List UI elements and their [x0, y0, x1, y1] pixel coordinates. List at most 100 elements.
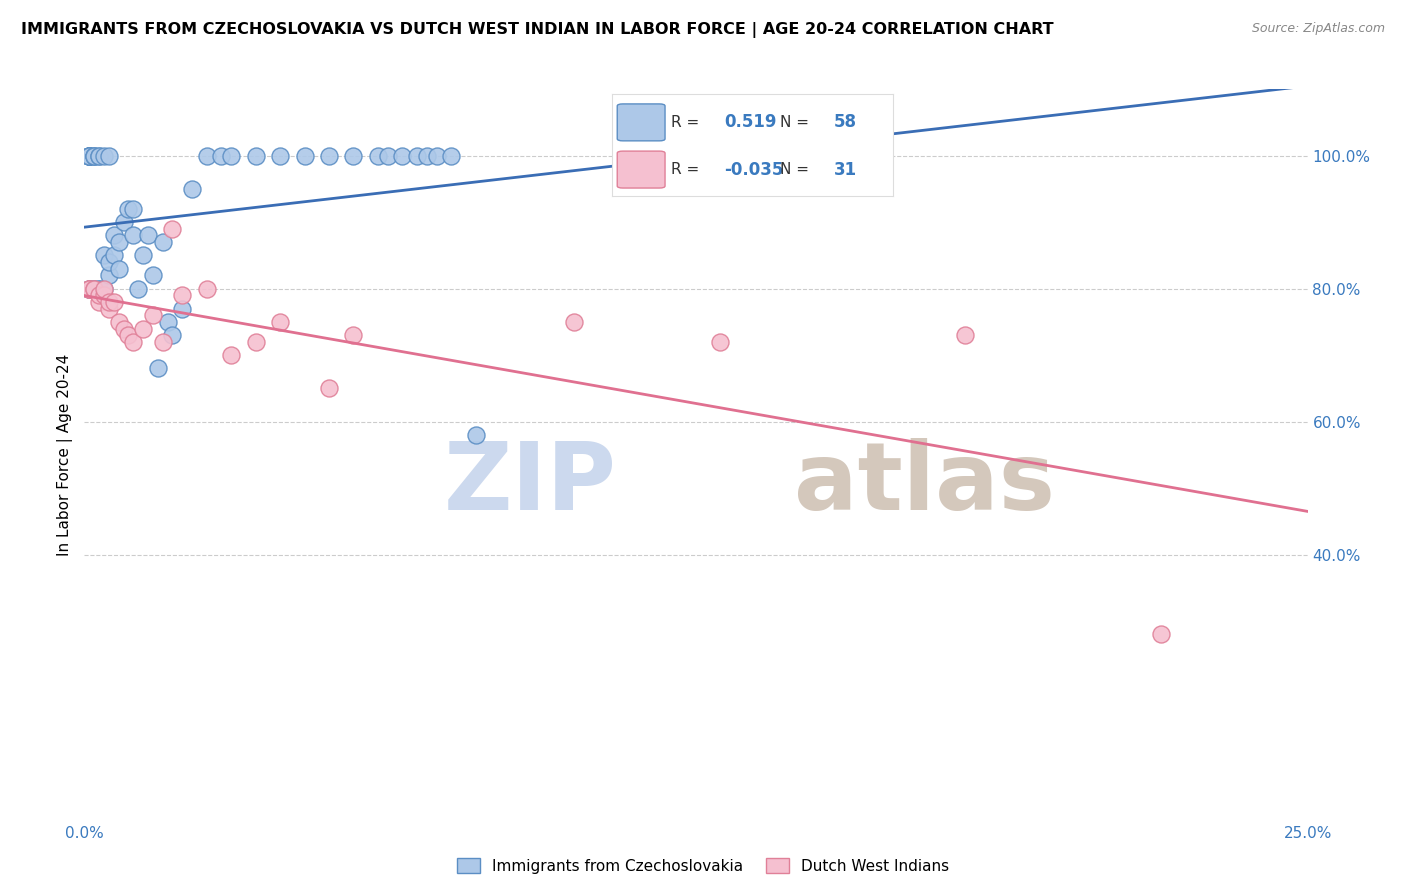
- Point: [77, 282, 100, 296]
- Point: [406, 149, 429, 163]
- Point: [112, 215, 135, 229]
- Text: atlas: atlas: [794, 438, 1054, 530]
- Point: [127, 282, 149, 296]
- Point: [77, 149, 100, 163]
- Legend: Immigrants from Czechoslovakia, Dutch West Indians: Immigrants from Czechoslovakia, Dutch We…: [451, 852, 955, 880]
- Point: [318, 149, 340, 163]
- Text: N =: N =: [780, 115, 814, 130]
- Point: [132, 248, 155, 262]
- Point: [269, 315, 291, 329]
- FancyBboxPatch shape: [617, 151, 665, 188]
- Point: [391, 149, 413, 163]
- Point: [122, 334, 145, 349]
- Point: [152, 235, 174, 249]
- Point: [77, 282, 100, 296]
- Text: 58: 58: [834, 113, 856, 131]
- Point: [142, 308, 165, 322]
- Point: [245, 334, 267, 349]
- Text: IMMIGRANTS FROM CZECHOSLOVAKIA VS DUTCH WEST INDIAN IN LABOR FORCE | AGE 20-24 C: IMMIGRANTS FROM CZECHOSLOVAKIA VS DUTCH …: [21, 22, 1053, 38]
- Text: R =: R =: [671, 115, 704, 130]
- Point: [93, 282, 115, 296]
- Point: [122, 202, 145, 216]
- Point: [195, 149, 218, 163]
- Point: [367, 149, 389, 163]
- Point: [181, 182, 204, 196]
- Point: [117, 202, 139, 216]
- Point: [209, 149, 232, 163]
- Point: [97, 301, 120, 316]
- Text: Source: ZipAtlas.com: Source: ZipAtlas.com: [1251, 22, 1385, 36]
- Point: [172, 301, 194, 316]
- Point: [83, 282, 105, 296]
- Point: [103, 248, 125, 262]
- Point: [77, 149, 100, 163]
- Point: [1150, 627, 1173, 641]
- Point: [87, 288, 110, 302]
- Point: [107, 235, 129, 249]
- Text: R =: R =: [671, 162, 704, 178]
- Y-axis label: In Labor Force | Age 20-24: In Labor Force | Age 20-24: [58, 354, 73, 556]
- Point: [172, 288, 194, 302]
- Point: [93, 248, 115, 262]
- Point: [103, 295, 125, 310]
- Point: [87, 149, 110, 163]
- Point: [107, 315, 129, 329]
- Point: [122, 228, 145, 243]
- Point: [77, 149, 100, 163]
- Point: [77, 282, 100, 296]
- FancyBboxPatch shape: [617, 104, 665, 141]
- Point: [97, 295, 120, 310]
- Point: [146, 361, 169, 376]
- Point: [87, 282, 110, 296]
- Point: [83, 282, 105, 296]
- Point: [416, 149, 439, 163]
- Point: [162, 328, 184, 343]
- Text: 0.519: 0.519: [724, 113, 776, 131]
- Point: [112, 321, 135, 335]
- Point: [219, 149, 242, 163]
- Point: [136, 228, 159, 243]
- Text: N =: N =: [780, 162, 814, 178]
- Point: [77, 282, 100, 296]
- Point: [77, 149, 100, 163]
- Point: [87, 149, 110, 163]
- Point: [318, 381, 340, 395]
- Text: 31: 31: [834, 161, 856, 178]
- Point: [162, 222, 184, 236]
- Point: [83, 149, 105, 163]
- Point: [83, 282, 105, 296]
- Point: [342, 328, 364, 343]
- Point: [77, 282, 100, 296]
- Point: [87, 295, 110, 310]
- Point: [83, 149, 105, 163]
- Point: [87, 282, 110, 296]
- Point: [294, 149, 316, 163]
- Text: ZIP: ZIP: [443, 438, 616, 530]
- Point: [219, 348, 242, 362]
- Point: [195, 282, 218, 296]
- Point: [97, 255, 120, 269]
- Point: [93, 149, 115, 163]
- Point: [93, 288, 115, 302]
- Point: [117, 328, 139, 343]
- Point: [245, 149, 267, 163]
- Point: [342, 149, 364, 163]
- Point: [426, 149, 449, 163]
- Point: [107, 261, 129, 276]
- Point: [377, 149, 399, 163]
- Point: [269, 149, 291, 163]
- Point: [77, 149, 100, 163]
- Point: [93, 282, 115, 296]
- Point: [103, 228, 125, 243]
- Point: [83, 149, 105, 163]
- Point: [97, 149, 120, 163]
- Point: [562, 315, 585, 329]
- Text: -0.035: -0.035: [724, 161, 783, 178]
- Point: [464, 428, 486, 442]
- Point: [440, 149, 463, 163]
- Point: [142, 268, 165, 283]
- Point: [709, 334, 731, 349]
- Point: [156, 315, 179, 329]
- Point: [152, 334, 174, 349]
- Point: [132, 321, 155, 335]
